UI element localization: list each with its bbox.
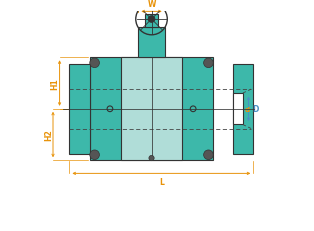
Circle shape	[204, 150, 213, 160]
Text: D: D	[252, 105, 258, 114]
Bar	[233, 65, 253, 154]
Bar	[233, 94, 243, 125]
Bar	[121, 58, 182, 161]
Text: W: W	[147, 0, 156, 9]
Circle shape	[149, 156, 154, 161]
Circle shape	[90, 150, 100, 160]
Text: L: L	[159, 177, 164, 186]
Bar	[145, 15, 158, 27]
Text: d: d	[244, 106, 249, 112]
Bar	[69, 65, 90, 154]
Circle shape	[90, 59, 100, 68]
Bar	[138, 27, 165, 58]
Circle shape	[148, 17, 155, 23]
Bar	[90, 58, 213, 161]
Text: H1: H1	[51, 78, 60, 90]
Text: H2: H2	[44, 129, 53, 141]
Circle shape	[204, 59, 213, 68]
